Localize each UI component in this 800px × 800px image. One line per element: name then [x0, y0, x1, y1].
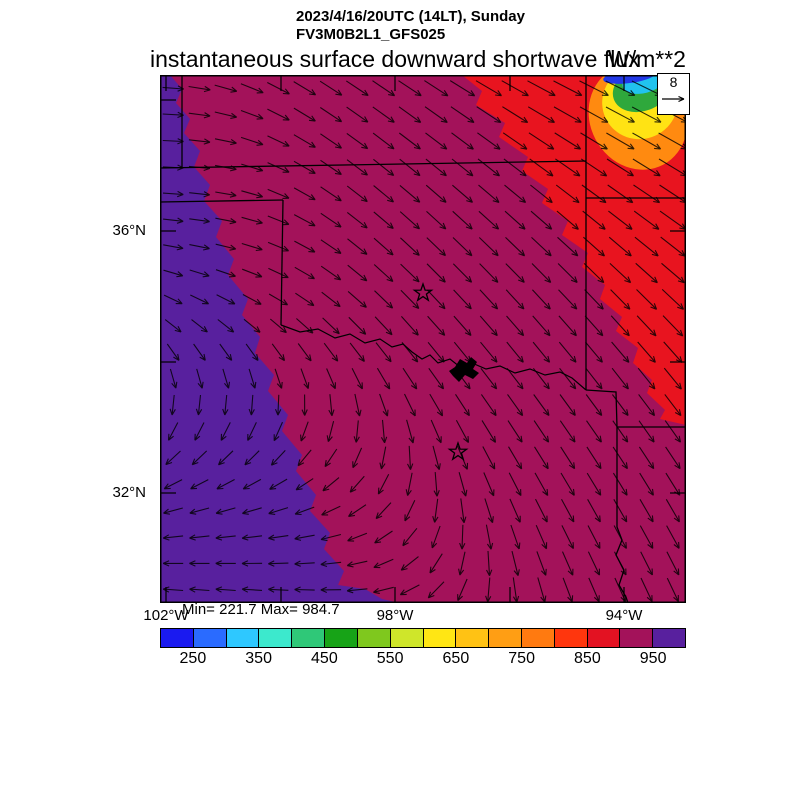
lon-tick-label-1: 98°W: [376, 607, 414, 624]
colorbar-tick-label-850: 850: [574, 650, 601, 667]
station-star-marker-1: [447, 441, 469, 461]
state-border-1: [160, 160, 587, 169]
unit-label: W/m**2: [608, 46, 686, 72]
colorbar-tick-label-550: 550: [376, 650, 404, 667]
colorbar-cell-200: [161, 629, 194, 647]
cloud-low-flux-layer-3: [622, 75, 666, 94]
colorbar-cell-750: [521, 629, 555, 647]
colorbar-tick-label-750: 750: [508, 650, 535, 667]
datetime-header: 2023/4/16/20UTC (14LT), Sunday: [296, 8, 525, 25]
map-frame: [160, 75, 686, 603]
colorbar-cell-700: [489, 629, 522, 647]
colorbar-tick-label-650: 650: [442, 650, 470, 667]
red-river: [280, 324, 587, 391]
colorbar-cell-550: [390, 629, 424, 647]
colorbar-tick-label-350: 350: [245, 650, 272, 667]
reference-vector-box: 8: [657, 73, 690, 115]
map-canvas: [160, 75, 686, 603]
colorbar-tick-label-450: 450: [311, 650, 338, 667]
flux-region-west-high: [160, 75, 400, 603]
state-border-8: [615, 427, 629, 603]
colorbar-cell-500: [357, 629, 391, 647]
plot-title: instantaneous surface downward shortwave…: [150, 46, 640, 72]
colorbar-cell-950: [653, 629, 685, 647]
colorbar-cell-600: [423, 629, 457, 647]
lat-tick-label-0: 36°N: [112, 222, 146, 239]
lon-tick-label-0: 102°W: [143, 607, 189, 624]
colorbar-tick-label-950: 950: [639, 650, 667, 667]
colorbar-cell-300: [226, 629, 260, 647]
lon-tick-label-2: 94°W: [605, 607, 643, 624]
colorbar-cell-650: [456, 629, 490, 647]
lake-texoma: [449, 357, 479, 382]
colorbar-tick-label-250: 250: [179, 650, 207, 667]
colorbar-cell-450: [325, 629, 358, 647]
colorbar-cell-350: [259, 629, 293, 647]
colorbar-cell-900: [620, 629, 654, 647]
minmax-annotation: Min= 221.7 Max= 984.7: [182, 601, 340, 618]
model-run-header: FV3M0B2L1_GFS025: [296, 26, 446, 43]
colorbar-cell-250: [193, 629, 227, 647]
colorbar: [160, 628, 686, 648]
state-border-4: [160, 199, 284, 203]
colorbar-cell-850: [587, 629, 621, 647]
lat-tick-label-1: 32°N: [112, 484, 146, 501]
colorbar-cell-400: [292, 629, 326, 647]
state-border-6: [585, 389, 618, 428]
reference-arrow-icon: [662, 95, 685, 103]
state-border-5: [280, 199, 284, 326]
flux-map: [160, 75, 686, 603]
station-star-marker-0: [412, 282, 434, 302]
wind-vector-field: [162, 80, 686, 603]
colorbar-cell-800: [554, 629, 588, 647]
reference-vector-value: 8: [669, 74, 678, 90]
